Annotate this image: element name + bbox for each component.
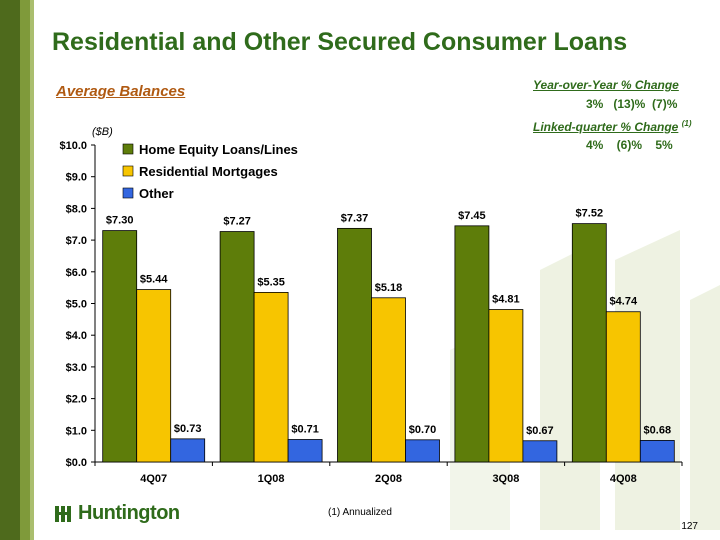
x-tick-label: 4Q08 <box>610 473 637 485</box>
yoy-change-values: 3% (13)% (7)% <box>586 97 678 111</box>
section-subtitle: Average Balances <box>56 83 186 100</box>
bar-0 <box>102 230 138 463</box>
bar-2 <box>639 440 675 463</box>
legend-label: Home Equity Loans/Lines <box>139 142 298 157</box>
legend-swatch <box>122 165 134 177</box>
data-label: $0.67 <box>526 425 554 437</box>
footnote: (1) Annualized <box>328 507 392 518</box>
bar-2 <box>405 439 440 463</box>
lq-footnote-mark: (1) <box>681 119 692 128</box>
huntington-logo: Huntington <box>54 502 180 525</box>
y-tick-label: $4.0 <box>66 330 87 342</box>
data-label: $4.81 <box>492 294 520 306</box>
data-label: $5.35 <box>257 276 285 288</box>
bar-0 <box>571 223 607 463</box>
unit-label: ($B) <box>92 126 113 138</box>
y-tick-label: $7.0 <box>66 235 87 247</box>
bar-chart: $0.0 $1.0 $2.0 $3.0 $4.0 $5.0 $6.0 $7.0 $8.0 $9.0… <box>59 140 683 485</box>
y-tick-label: $2.0 <box>66 394 87 406</box>
y-tick-label: $0.0 <box>66 457 87 469</box>
legend-label: Other <box>139 186 174 201</box>
data-label: $7.30 <box>106 215 134 227</box>
x-tick-label: 3Q08 <box>492 473 519 485</box>
data-label: $5.44 <box>140 274 168 286</box>
data-label: $4.74 <box>610 296 638 308</box>
data-label: $7.45 <box>458 210 486 222</box>
y-tick-label: $8.0 <box>66 203 87 215</box>
bar-1 <box>488 309 524 463</box>
y-tick-label: $6.0 <box>66 267 87 279</box>
bar-0 <box>337 227 372 463</box>
bar-0 <box>454 225 490 463</box>
bar-1 <box>605 311 641 463</box>
yoy-change-label: Year-over-Year % Change <box>533 78 679 92</box>
data-label: $0.73 <box>174 423 202 435</box>
y-tick-label: $3.0 <box>66 362 87 374</box>
bar-2 <box>170 438 206 463</box>
data-label: $0.68 <box>644 424 672 436</box>
left-accent-bar-mid <box>20 0 30 540</box>
bar-2 <box>522 440 558 463</box>
data-label: $7.37 <box>341 212 369 224</box>
left-accent-bar-light <box>30 0 34 540</box>
page-number: 127 <box>681 521 698 532</box>
logo-wordmark: Huntington <box>78 502 180 524</box>
x-tick-label: 2Q08 <box>375 473 402 485</box>
legend-swatch <box>122 187 134 199</box>
y-tick-label: $5.0 <box>66 299 87 311</box>
y-tick-label: $10.0 <box>59 140 87 152</box>
legend-swatch <box>122 143 134 155</box>
bar-1 <box>371 297 406 463</box>
data-label: $7.27 <box>223 216 251 228</box>
data-label: $0.70 <box>409 424 437 436</box>
logo-mark-icon <box>55 505 71 522</box>
bar-1 <box>136 289 172 463</box>
lq-change-label-text: Linked-quarter % Change <box>533 120 679 134</box>
data-label: $0.71 <box>291 423 319 435</box>
x-tick-label: 4Q07 <box>140 473 167 485</box>
x-tick-label: 1Q08 <box>258 473 285 485</box>
data-label: $7.52 <box>576 208 604 220</box>
y-tick-label: $1.0 <box>66 425 87 437</box>
bar-0 <box>219 231 255 463</box>
lq-change-values: 4% (6)% 5% <box>586 138 673 152</box>
bar-2 <box>287 439 323 463</box>
data-label: $5.18 <box>375 282 403 294</box>
page-title: Residential and Other Secured Consumer L… <box>52 28 628 56</box>
left-accent-bar <box>0 0 20 540</box>
bar-1 <box>253 292 289 463</box>
legend-label: Residential Mortgages <box>139 164 278 179</box>
y-tick-label: $9.0 <box>66 172 87 184</box>
lq-change-label: Linked-quarter % Change (1) <box>533 119 691 134</box>
